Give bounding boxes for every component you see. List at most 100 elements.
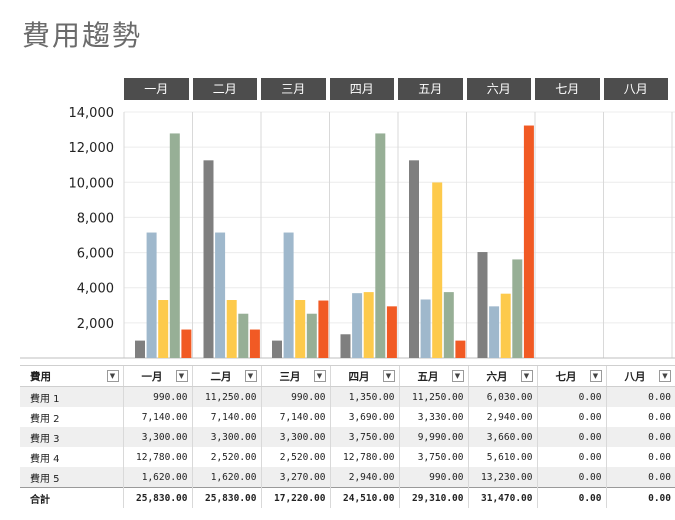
expense-trend-chart: 2,000 4,000 6,000 8,000 10,000 12,000 14,000 — [20, 106, 675, 359]
header-cell-3: 三月 ▼ — [260, 365, 330, 387]
header-cell-5: 五月 ▼ — [398, 365, 468, 387]
header-month-label: 八月 — [624, 370, 646, 383]
bar-4-五月 — [443, 292, 454, 358]
table-row: 費用 5 1,620.00 1,620.00 3,270.00 2,940.00 990.… — [20, 467, 675, 488]
month-header-8: 八月 — [603, 78, 668, 100]
cell-value: 11,250.00 — [398, 386, 468, 407]
table-row: 費用 3 3,300.00 3,300.00 3,300.00 3,750.00 9,99… — [20, 427, 675, 447]
cell-value: 0.00 — [605, 447, 675, 467]
cell-value: 3,300.00 — [122, 427, 192, 447]
cell-value: 6,030.00 — [467, 386, 537, 407]
cell-value: 2,520.00 — [260, 447, 330, 467]
month-header-5: 五月 — [398, 78, 463, 100]
cell-value: 3,690.00 — [329, 407, 399, 427]
cell-value: 0.00 — [536, 407, 606, 427]
header-cell-7: 七月 ▼ — [536, 365, 606, 387]
bar-5-三月 — [318, 300, 329, 358]
cell-value: 1,350.00 — [329, 386, 399, 407]
bar-5-五月 — [455, 340, 466, 358]
cell-value: 13,230.00 — [467, 467, 537, 488]
cell-value: 0.00 — [605, 427, 675, 447]
bar-2-五月 — [420, 299, 431, 358]
cell-value: 0.00 — [536, 427, 606, 447]
bar-1-四月 — [340, 334, 351, 358]
cell-value: 2,520.00 — [191, 447, 261, 467]
cell-value: 1,620.00 — [191, 467, 261, 488]
header-month-label: 七月 — [555, 370, 577, 383]
y-tick-label: 4,000 — [77, 282, 114, 297]
total-value: 0.00 — [605, 487, 675, 508]
filter-dropdown-icon[interactable]: ▼ — [589, 370, 602, 382]
page-title: 費用趨勢 — [22, 19, 143, 52]
bar-3-一月 — [158, 300, 169, 358]
filter-dropdown-icon[interactable]: ▼ — [313, 370, 326, 382]
cell-value: 12,780.00 — [122, 447, 192, 467]
bar-5-四月 — [386, 306, 397, 358]
cell-value: 990.00 — [398, 467, 468, 488]
cell-value: 3,270.00 — [260, 467, 330, 488]
cell-value: 0.00 — [605, 386, 675, 407]
cell-value: 2,940.00 — [467, 407, 537, 427]
bar-1-五月 — [409, 160, 419, 358]
cell-value: 12,780.00 — [329, 447, 399, 467]
header-month-label: 五月 — [417, 370, 439, 383]
bar-3-四月 — [363, 292, 374, 358]
table-header-row: 費用 ▼ 一月 ▼ 二月 ▼ 三月 ▼ 四月 ▼ 五月 ▼ 六月 ▼ 七月 ▼ 八月 ▼ — [20, 365, 675, 387]
month-header-6: 六月 — [466, 78, 531, 100]
total-value: 24,510.00 — [329, 487, 399, 508]
month-header-2: 二月 — [192, 78, 257, 100]
y-tick-label: 6,000 — [77, 247, 114, 262]
y-tick-label: 12,000 — [69, 141, 115, 156]
header-month-label: 三月 — [279, 370, 301, 383]
row-label: 費用 2 — [30, 413, 60, 425]
bar-1-一月 — [135, 340, 145, 358]
bar-3-二月 — [226, 300, 237, 358]
filter-dropdown-icon[interactable]: ▼ — [175, 370, 188, 382]
row-label: 費用 4 — [30, 453, 60, 465]
row-label: 費用 5 — [20, 467, 123, 488]
month-header-7: 七月 — [535, 78, 600, 100]
cell-value: 5,610.00 — [467, 447, 537, 467]
cell-value: 3,750.00 — [398, 447, 468, 467]
cell-value: 3,330.00 — [398, 407, 468, 427]
cell-value: 7,140.00 — [260, 407, 330, 427]
y-tick-label: 10,000 — [69, 176, 115, 191]
bar-2-六月 — [489, 306, 500, 358]
cell-value: 0.00 — [536, 447, 606, 467]
bar-5-一月 — [181, 329, 192, 358]
bar-2-三月 — [283, 232, 294, 358]
total-row: 合計 25,830.00 25,830.00 17,220.00 24,510.00 29… — [20, 487, 675, 508]
month-header-1: 一月 — [124, 78, 189, 100]
total-value: 25,830.00 — [191, 487, 261, 508]
header-cell-6: 六月 ▼ — [467, 365, 537, 387]
bar-4-四月 — [375, 133, 386, 358]
row-label: 費用 1 — [20, 386, 123, 407]
filter-dropdown-icon[interactable]: ▼ — [520, 370, 533, 382]
header-label: 費用 — [30, 370, 51, 383]
total-value: 31,470.00 — [467, 487, 537, 508]
header-cell-4: 四月 ▼ — [329, 365, 399, 387]
filter-dropdown-icon[interactable]: ▼ — [659, 370, 671, 382]
header-cell-1: 一月 ▼ — [122, 365, 192, 387]
bar-2-四月 — [352, 293, 363, 358]
filter-dropdown-icon[interactable]: ▼ — [106, 370, 119, 382]
bar-1-二月 — [203, 160, 214, 358]
header-month-label: 四月 — [348, 370, 370, 383]
cell-value: 2,940.00 — [329, 467, 399, 488]
bar-5-六月 — [523, 125, 534, 358]
bar-3-五月 — [432, 182, 443, 358]
bar-4-三月 — [306, 313, 317, 358]
cell-value: 7,140.00 — [191, 407, 261, 427]
month-header-row: 一月 二月 三月 四月 五月 六月 七月 八月 — [124, 78, 675, 100]
cell-value: 9,990.00 — [398, 427, 468, 447]
total-value: 25,830.00 — [122, 487, 192, 508]
y-tick-label: 14,000 — [69, 106, 115, 121]
cell-value: 3,660.00 — [467, 427, 537, 447]
cell-value: 3,300.00 — [191, 427, 261, 447]
filter-dropdown-icon[interactable]: ▼ — [451, 370, 464, 382]
y-tick-label: 8,000 — [77, 211, 114, 226]
cell-value: 990.00 — [260, 386, 330, 407]
filter-dropdown-icon[interactable]: ▼ — [382, 370, 395, 382]
filter-dropdown-icon[interactable]: ▼ — [244, 370, 257, 382]
bar-2-二月 — [215, 232, 226, 358]
